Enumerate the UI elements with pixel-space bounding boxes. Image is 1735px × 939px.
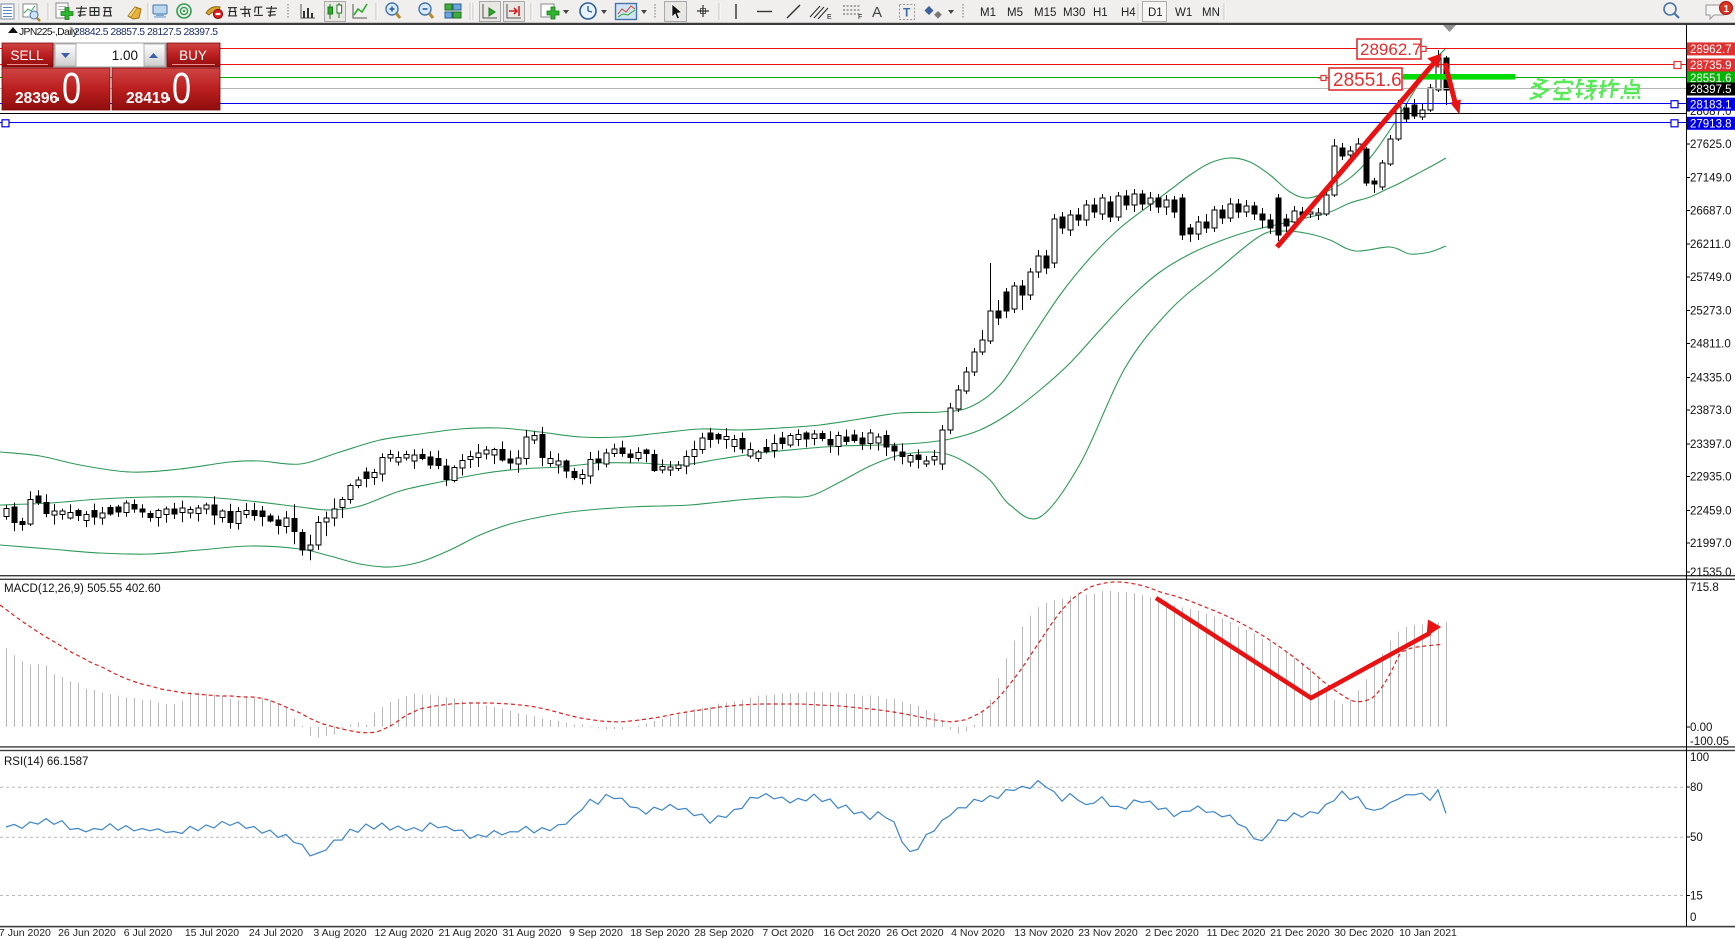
svg-text:4 Nov 2020: 4 Nov 2020 (951, 927, 1005, 939)
svg-text:27625.0: 27625.0 (1690, 139, 1732, 151)
svg-text:28735.9: 28735.9 (1690, 60, 1732, 72)
svg-text:26 Jun 2020: 26 Jun 2020 (58, 927, 116, 939)
svg-text:RSI(14) 66.1587: RSI(14) 66.1587 (4, 756, 88, 768)
svg-text:22935.0: 22935.0 (1690, 472, 1732, 484)
svg-text:M30: M30 (1063, 7, 1085, 19)
svg-text:16 Oct 2020: 16 Oct 2020 (823, 927, 880, 939)
svg-text:80: 80 (1690, 782, 1703, 794)
svg-text:25273.0: 25273.0 (1690, 306, 1732, 318)
svg-text:JPN225-,Daily: JPN225-,Daily (19, 27, 78, 38)
svg-text:6 Jul 2020: 6 Jul 2020 (124, 927, 173, 939)
svg-text:18 Sep 2020: 18 Sep 2020 (630, 927, 690, 939)
svg-text:28397.5: 28397.5 (1690, 84, 1732, 96)
svg-text:F: F (858, 14, 862, 21)
svg-text:3 Aug 2020: 3 Aug 2020 (313, 927, 366, 939)
svg-text:E: E (827, 14, 832, 21)
svg-text:0.00: 0.00 (1690, 722, 1712, 734)
svg-text:21 Dec 2020: 21 Dec 2020 (1270, 927, 1330, 939)
svg-text:21 Aug 2020: 21 Aug 2020 (439, 927, 498, 939)
svg-text:26211.0: 26211.0 (1690, 239, 1731, 251)
svg-text:21535.0: 21535.0 (1690, 567, 1732, 579)
svg-text:M5: M5 (1007, 7, 1023, 19)
svg-text:0: 0 (172, 64, 191, 113)
svg-text:23873.0: 23873.0 (1690, 405, 1732, 417)
svg-text:.: . (165, 80, 172, 107)
svg-text:27913.8: 27913.8 (1690, 119, 1732, 131)
svg-text:23 Nov 2020: 23 Nov 2020 (1078, 927, 1138, 939)
svg-text:28183.1: 28183.1 (1690, 99, 1732, 111)
svg-text:MACD(12,26,9) 505.55 402.60: MACD(12,26,9) 505.55 402.60 (4, 583, 161, 595)
svg-text:BUY: BUY (179, 48, 207, 63)
svg-text:30 Dec 2020: 30 Dec 2020 (1334, 927, 1394, 939)
svg-text:24811.0: 24811.0 (1690, 339, 1731, 351)
svg-text:27149.0: 27149.0 (1690, 173, 1732, 185)
svg-text:M1: M1 (980, 7, 996, 19)
svg-text:H1: H1 (1093, 7, 1108, 19)
svg-text:28551.6: 28551.6 (1333, 70, 1402, 91)
svg-text:24335.0: 24335.0 (1690, 372, 1732, 384)
svg-text:28 Sep 2020: 28 Sep 2020 (694, 927, 754, 939)
svg-text:28396: 28396 (15, 90, 58, 107)
svg-text:100: 100 (1690, 752, 1709, 764)
svg-text:21997.0: 21997.0 (1690, 538, 1732, 550)
svg-text:15: 15 (1690, 891, 1703, 903)
svg-text:28551.6: 28551.6 (1690, 73, 1732, 85)
svg-text:10 Jan 2021: 10 Jan 2021 (1399, 927, 1457, 939)
svg-text:17 Jun 2020: 17 Jun 2020 (0, 927, 51, 939)
svg-text:9 Sep 2020: 9 Sep 2020 (569, 927, 623, 939)
svg-text:0: 0 (62, 64, 81, 113)
svg-text:SELL: SELL (10, 48, 44, 63)
svg-text:H4: H4 (1121, 7, 1136, 19)
svg-text:50: 50 (1690, 832, 1703, 844)
svg-text:31 Aug 2020: 31 Aug 2020 (503, 927, 562, 939)
svg-text:12 Aug 2020: 12 Aug 2020 (375, 927, 434, 939)
svg-text:A: A (872, 4, 882, 21)
svg-text:0: 0 (1690, 912, 1696, 924)
svg-text:M15: M15 (1034, 7, 1056, 19)
svg-text:715.8: 715.8 (1690, 582, 1719, 594)
svg-text:.: . (54, 80, 61, 107)
svg-text:24 Jul 2020: 24 Jul 2020 (249, 927, 303, 939)
svg-text:28962.7: 28962.7 (1690, 44, 1732, 56)
svg-text:7 Oct 2020: 7 Oct 2020 (762, 927, 814, 939)
svg-text:28962.7: 28962.7 (1360, 40, 1421, 59)
svg-text:11 Dec 2020: 11 Dec 2020 (1207, 927, 1266, 939)
svg-text:23397.0: 23397.0 (1690, 439, 1732, 451)
svg-text:-100.05: -100.05 (1690, 736, 1729, 748)
svg-text:1.00: 1.00 (112, 48, 138, 63)
svg-text:26 Oct 2020: 26 Oct 2020 (886, 927, 943, 939)
svg-text:W1: W1 (1175, 7, 1192, 19)
svg-text:26687.0: 26687.0 (1690, 205, 1732, 217)
svg-text:1: 1 (1724, 4, 1730, 15)
svg-text:13 Nov 2020: 13 Nov 2020 (1014, 927, 1074, 939)
svg-text:22459.0: 22459.0 (1690, 505, 1732, 517)
svg-text:15 Jul 2020: 15 Jul 2020 (185, 927, 239, 939)
svg-text:2 Dec 2020: 2 Dec 2020 (1145, 927, 1199, 939)
svg-text:28419: 28419 (126, 90, 169, 107)
svg-text:25749.0: 25749.0 (1690, 272, 1732, 284)
svg-text:28842.5 28857.5 28127.5 28397.: 28842.5 28857.5 28127.5 28397.5 (74, 27, 218, 38)
svg-text:MN: MN (1202, 7, 1220, 19)
svg-text:T: T (903, 6, 911, 20)
svg-text:D1: D1 (1148, 7, 1163, 19)
